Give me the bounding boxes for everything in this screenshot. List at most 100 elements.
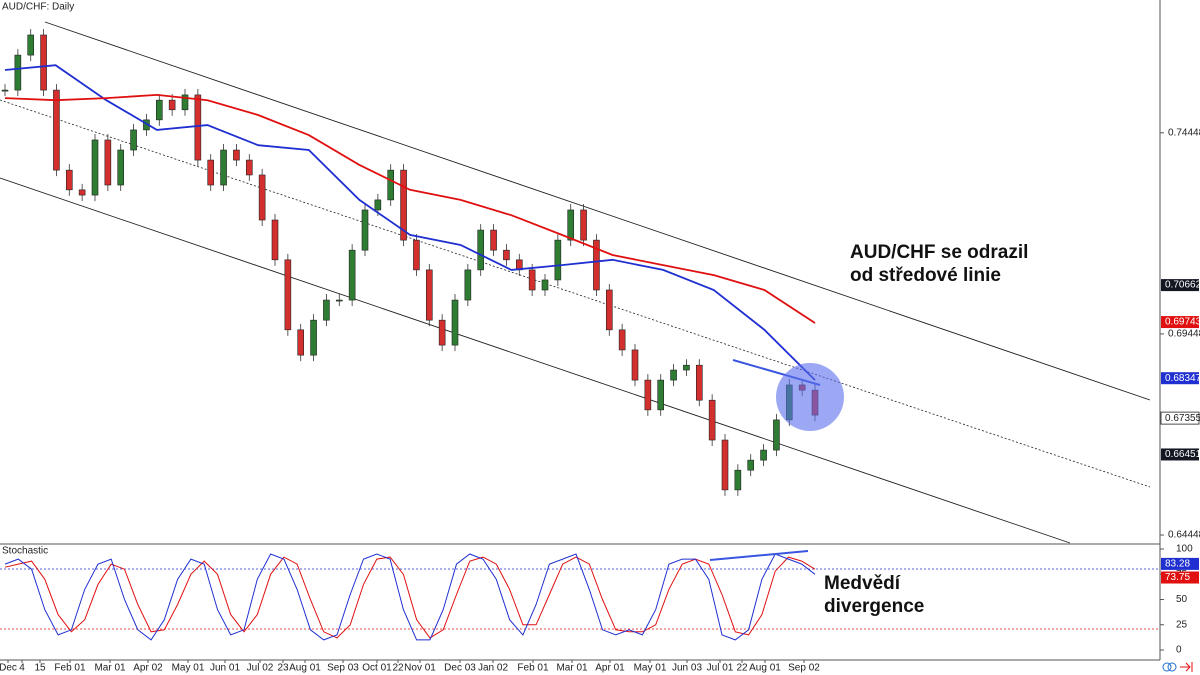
candle <box>207 159 215 186</box>
toolbar-icons[interactable] <box>1162 662 1193 672</box>
candle <box>374 199 382 211</box>
x-tick-label: May 01 <box>634 663 667 674</box>
candle <box>348 249 356 301</box>
x-tick-label: Mar 01 <box>94 663 126 674</box>
candle <box>78 189 86 196</box>
channel-top <box>44 21 1151 401</box>
candle <box>40 34 47 91</box>
candle <box>503 249 510 261</box>
candle <box>271 219 279 261</box>
candle <box>760 449 767 461</box>
y-tick-label: 0.74448 <box>1168 127 1200 138</box>
candle <box>567 209 575 241</box>
candle <box>631 349 639 381</box>
candle <box>258 174 266 221</box>
price-flag-label: 83.28 <box>1165 559 1190 570</box>
x-tick-label: Jan 02 <box>478 663 508 674</box>
x-tick-label: Mar 01 <box>556 663 588 674</box>
annotation: od středové linie <box>850 265 1001 286</box>
candle <box>361 209 369 251</box>
candle <box>683 364 690 371</box>
candle <box>400 169 407 241</box>
candle <box>91 139 99 196</box>
candle <box>451 299 459 346</box>
y-tick-label: 50 <box>1176 594 1188 605</box>
candle <box>14 54 22 91</box>
candle <box>708 399 716 441</box>
chart-title: AUD/CHF: Daily <box>2 2 74 13</box>
highlight-circle <box>776 363 844 431</box>
candle <box>528 269 536 291</box>
candle <box>464 269 472 301</box>
icon[interactable] <box>1167 662 1177 672</box>
price-flag <box>1161 372 1199 385</box>
candle <box>657 379 665 411</box>
y-tick-label: 0.69448 <box>1168 329 1200 340</box>
price-flag-label: 0.70662 <box>1165 280 1200 291</box>
candle <box>1 89 9 92</box>
candle <box>310 319 317 356</box>
moving-average <box>4 64 816 381</box>
x-tick-label: Feb 01 <box>517 663 549 674</box>
candle <box>233 149 240 161</box>
candle <box>297 329 305 356</box>
x-tick-label: Jul 02 <box>247 663 274 674</box>
candle <box>580 209 587 241</box>
y-tick-label: 0.64448 <box>1168 530 1200 541</box>
y-tick-label: 100 <box>1176 544 1193 555</box>
title-box <box>0 0 62 13</box>
price-flag-label: 0.67355 <box>1165 413 1200 424</box>
y-tick-label: 25 <box>1176 619 1188 630</box>
candle <box>721 439 729 491</box>
candle <box>644 379 652 411</box>
candle <box>53 89 60 171</box>
x-tick-label: Nov 01 <box>404 663 436 674</box>
candle <box>490 229 497 251</box>
stoch-title-box <box>0 545 40 557</box>
x-tick-label: Sep 02 <box>788 663 820 674</box>
price-flag <box>1161 571 1199 584</box>
divergence-line <box>709 550 809 561</box>
candle <box>104 139 112 186</box>
stochastic-line <box>4 556 816 639</box>
channel-bottom <box>0 177 1071 544</box>
candle <box>323 299 330 321</box>
price-flag <box>1161 279 1199 292</box>
moving-average <box>4 93 816 324</box>
price-flag <box>1160 411 1200 425</box>
x-tick-label: Apr 01 <box>595 663 625 674</box>
candle <box>670 369 677 381</box>
x-tick-label: Dec <box>0 663 17 674</box>
candle <box>541 279 549 291</box>
x-tick-label: Dec 03 <box>444 663 476 674</box>
candle <box>220 149 227 186</box>
candle <box>155 99 163 121</box>
candle <box>65 169 73 191</box>
candle <box>181 94 189 111</box>
candle <box>27 34 35 56</box>
candle <box>168 99 176 111</box>
stochastic-line <box>4 553 816 641</box>
icon[interactable] <box>1162 662 1172 672</box>
x-tick-label: 15 <box>34 663 46 674</box>
candle <box>477 229 485 271</box>
stoch-title: Stochastic <box>2 546 48 557</box>
price-flag <box>1161 316 1199 329</box>
candle <box>425 269 433 321</box>
candle <box>593 239 600 291</box>
x-tick-label: Jul 01 <box>707 663 734 674</box>
candle <box>438 319 446 346</box>
y-tick-label: 0 <box>1176 645 1182 656</box>
x-tick-label: Jun 01 <box>210 663 240 674</box>
candle <box>773 419 780 451</box>
candle <box>284 259 292 331</box>
annotation: divergence <box>824 596 924 617</box>
icon[interactable] <box>1180 662 1193 672</box>
annotation: Medvědí <box>824 573 901 594</box>
x-tick-label: May 01 <box>172 663 205 674</box>
price-flag <box>1161 448 1199 461</box>
x-tick-label: 4 <box>19 663 25 674</box>
candle <box>605 289 613 331</box>
